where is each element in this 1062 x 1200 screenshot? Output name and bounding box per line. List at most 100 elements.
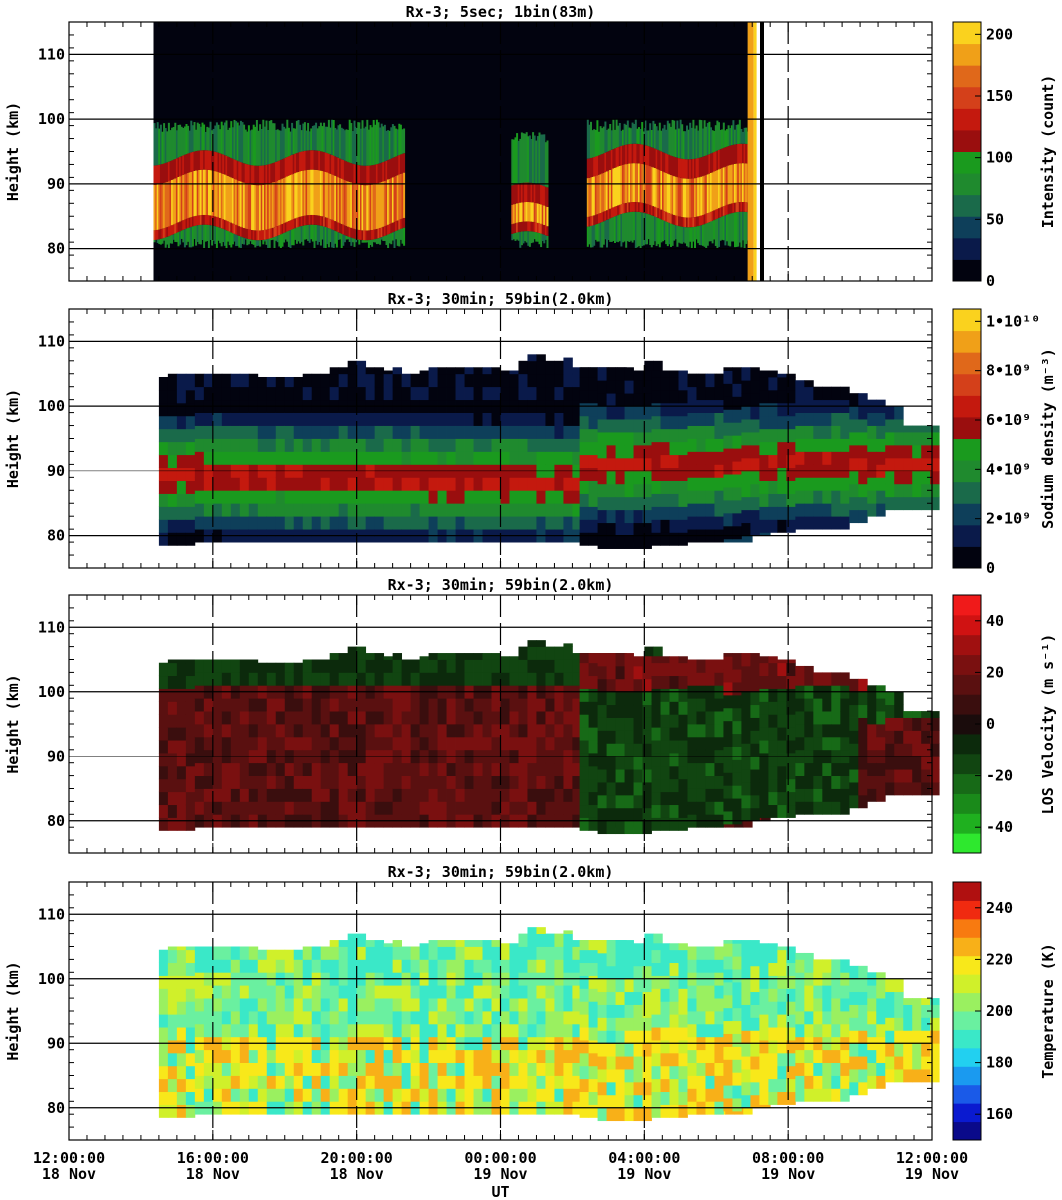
intensity-strip (690, 227, 693, 249)
intensity-strip (711, 152, 714, 173)
data-cell (777, 675, 787, 689)
data-cell (392, 386, 403, 401)
data-cell (419, 659, 429, 673)
data-cell (642, 535, 652, 549)
data-cell (563, 698, 573, 712)
data-cell (759, 428, 769, 443)
intensity-strip (172, 159, 175, 180)
data-cell (284, 451, 295, 465)
intensity-strip (673, 176, 676, 215)
intensity-strip (724, 166, 727, 206)
data-cell (813, 711, 823, 725)
data-cell (813, 490, 823, 504)
data-cell (482, 698, 492, 712)
data-cell (302, 724, 313, 738)
intensity-strip (268, 228, 271, 239)
data-cell (320, 477, 331, 491)
data-cell (383, 516, 394, 530)
intensity-strip (528, 182, 531, 203)
intensity-strip (663, 220, 666, 241)
data-cell (633, 656, 643, 667)
intensity-strip (530, 221, 533, 232)
data-cell (347, 762, 358, 776)
data-cell (410, 477, 420, 491)
intensity-strip (337, 157, 340, 178)
data-cell (347, 788, 358, 802)
data-cell (221, 1023, 232, 1038)
intensity-strip (215, 171, 218, 217)
data-cell (750, 678, 760, 693)
data-cell (768, 493, 778, 507)
data-cell (374, 672, 385, 686)
data-cell (588, 804, 598, 818)
data-cell (185, 727, 196, 741)
intensity-strip (679, 119, 682, 159)
data-cell (912, 782, 922, 796)
intensity-strip (586, 158, 589, 179)
data-cell (554, 711, 564, 725)
intensity-strip (673, 156, 676, 177)
intensity-strip (700, 157, 703, 177)
data-cell (705, 788, 715, 802)
data-cell (329, 373, 340, 388)
data-cell (768, 415, 778, 430)
data-cell (293, 662, 304, 673)
data-cell (365, 762, 376, 776)
intensity-strip (602, 126, 605, 154)
intensity-strip (310, 214, 313, 225)
intensity-strip (602, 221, 605, 245)
data-cell (212, 1088, 223, 1102)
data-cell (446, 775, 456, 789)
data-cell (473, 762, 483, 776)
intensity-strip (732, 144, 735, 165)
data-cell (885, 769, 895, 783)
colorbar-swatch (953, 614, 981, 636)
intensity-strip (308, 215, 311, 225)
data-cell (597, 522, 607, 537)
intensity-strip (302, 170, 305, 216)
data-cell (302, 386, 313, 401)
intensity-strip (743, 127, 746, 144)
data-cell (687, 698, 697, 712)
intensity-strip (383, 124, 386, 162)
data-cell (383, 788, 394, 802)
intensity-strip (331, 154, 334, 175)
data-cell (347, 801, 358, 815)
intensity-strip (671, 224, 674, 246)
intensity-strip (207, 150, 210, 170)
intensity-strip (203, 169, 206, 215)
data-cell (401, 724, 412, 738)
data-cell (194, 698, 205, 712)
intensity-strip (278, 235, 281, 247)
data-cell (876, 788, 886, 802)
intensity-strip (588, 124, 591, 159)
data-cell (230, 1023, 241, 1038)
intensity-strip (546, 235, 549, 249)
data-cell (840, 516, 850, 530)
data-cell (185, 376, 196, 391)
data-cell (678, 701, 688, 715)
data-cell (705, 373, 715, 388)
intensity-strip (742, 163, 744, 203)
intensity-strip (602, 211, 605, 222)
data-cell (894, 470, 904, 485)
data-cell (606, 393, 616, 407)
intensity-strip (353, 183, 356, 229)
intensity-strip (658, 208, 661, 219)
data-cell (858, 678, 868, 693)
intensity-strip (163, 237, 166, 241)
intensity-strip (604, 172, 607, 211)
intensity-strip (206, 224, 209, 242)
data-cell (563, 724, 573, 738)
data-cell (401, 659, 412, 673)
data-cell (696, 736, 706, 751)
data-cell (500, 724, 510, 738)
data-cell (615, 756, 625, 770)
data-cell (813, 698, 823, 712)
data-cell (687, 801, 697, 815)
intensity-strip (591, 176, 594, 216)
data-cell (473, 490, 483, 504)
data-cell (786, 415, 796, 430)
data-cell (230, 516, 241, 530)
data-cell (464, 788, 474, 802)
